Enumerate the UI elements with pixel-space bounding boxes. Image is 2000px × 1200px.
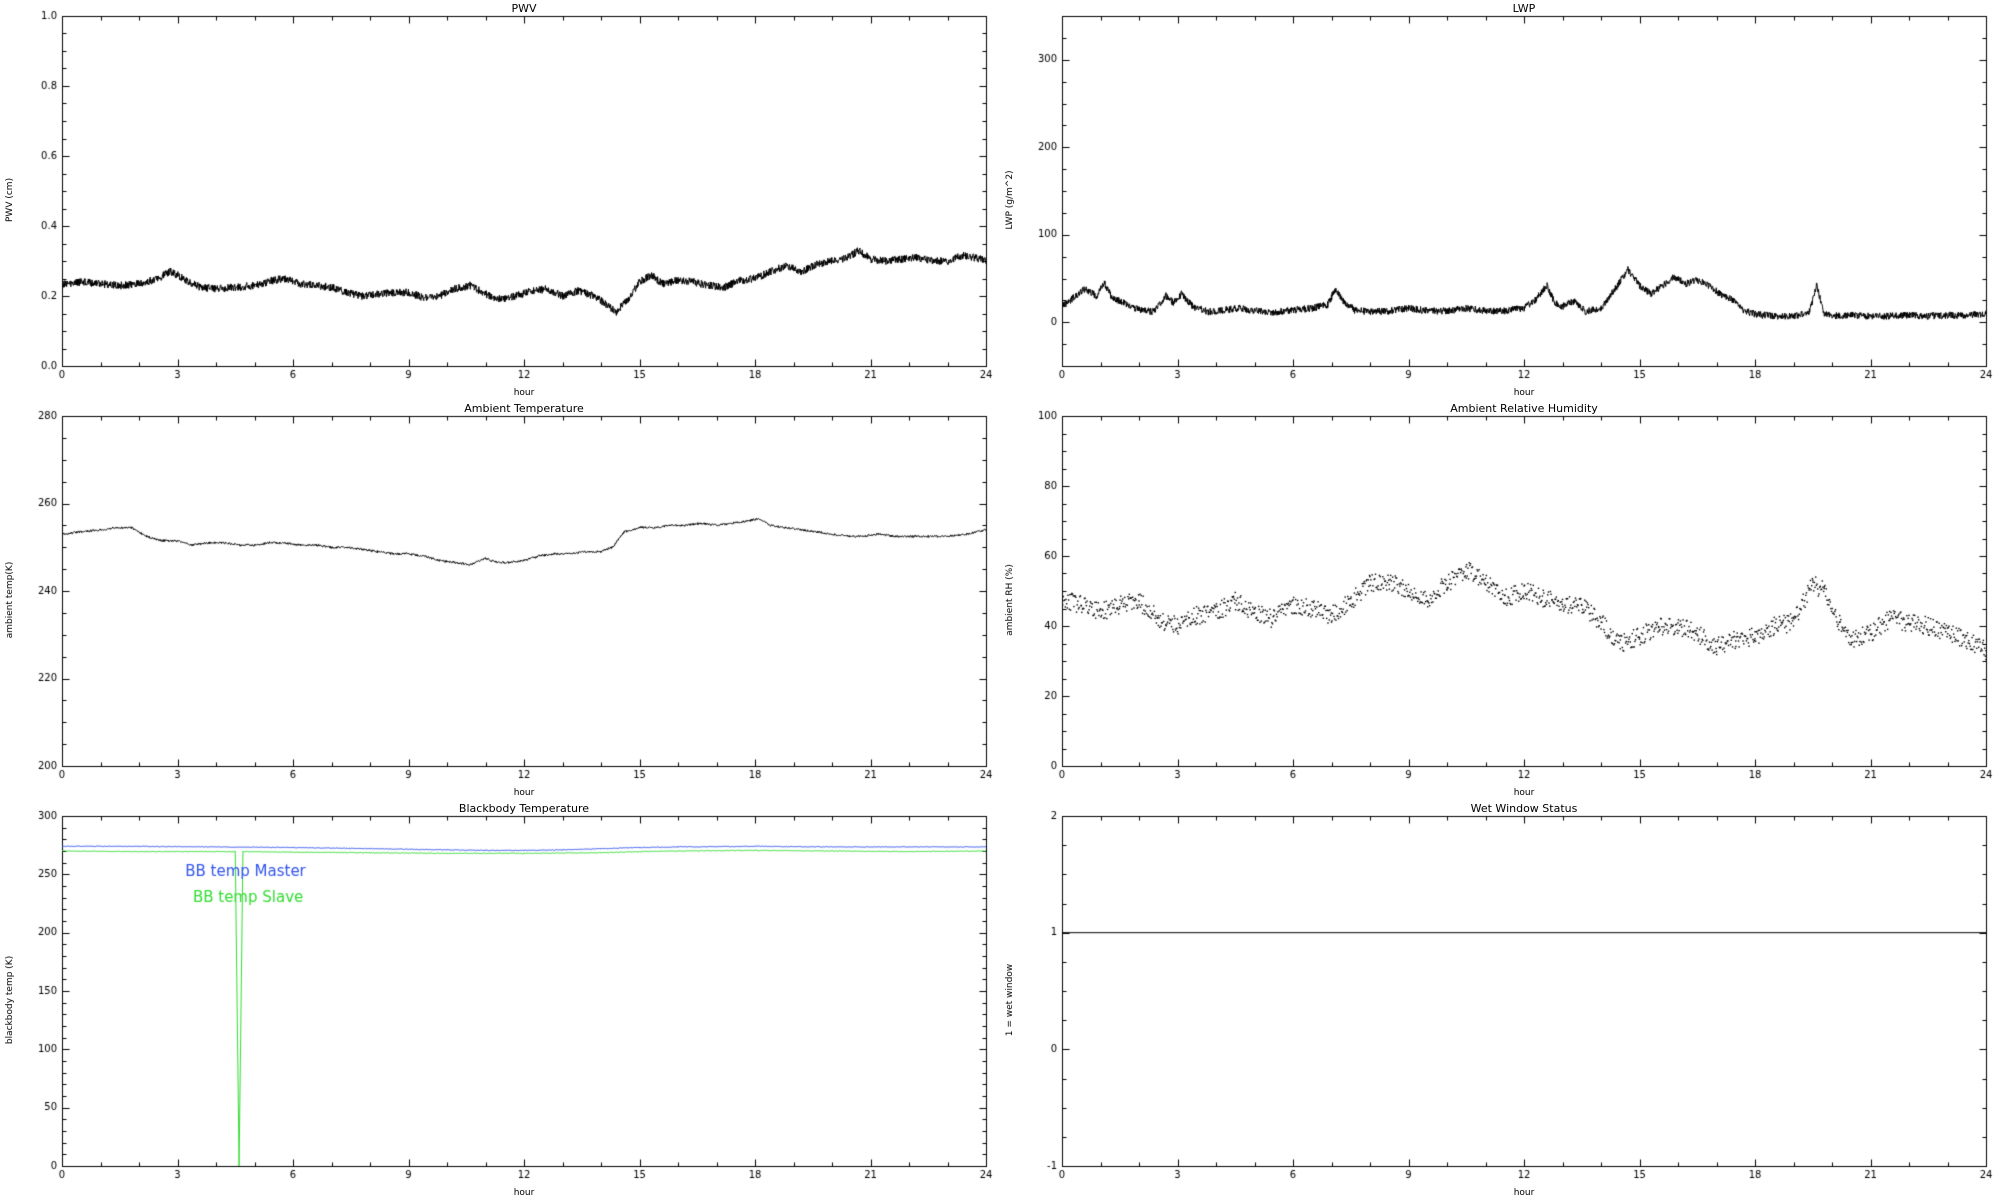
chart-title: Ambient Relative Humidity [1450,402,1598,415]
lwp-chart: LWP LWP (g/m^2) hour [1000,0,2000,400]
lwp-plot-canvas [1000,0,2000,400]
chart-title: PWV [511,2,537,15]
chart-title: Wet Window Status [1470,802,1578,815]
y-axis-label: 1 = wet window [1005,963,1015,1037]
x-axis-label: hour [1513,1188,1535,1198]
pwv-chart: PWV PWV (cm) hour [0,0,1000,400]
chart-title: Ambient Temperature [464,402,584,415]
blackbody-temperature-chart: Blackbody Temperature blackbody temp (K)… [0,800,1000,1200]
y-axis-label: blackbody temp (K) [5,955,15,1045]
chart-title: Blackbody Temperature [458,802,590,815]
ambient-temperature-plot-canvas [0,400,1000,800]
blackbody-temperature-plot-canvas [0,800,1000,1200]
y-axis-label: ambient temp(K) [5,561,15,639]
ambient-relative-humidity-chart: Ambient Relative Humidity ambient RH (%)… [1000,400,2000,800]
ambient-temperature-chart: Ambient Temperature ambient temp(K) hour [0,400,1000,800]
x-axis-label: hour [513,788,535,798]
wet-window-status-chart: Wet Window Status 1 = wet window hour [1000,800,2000,1200]
x-axis-label: hour [1513,388,1535,398]
pwv-plot-canvas [0,0,1000,400]
y-axis-label: LWP (g/m^2) [1005,170,1015,230]
ambient-rh-plot-canvas [1000,400,2000,800]
x-axis-label: hour [513,1188,535,1198]
y-axis-label: ambient RH (%) [1005,564,1015,636]
x-axis-label: hour [1513,788,1535,798]
wet-window-status-plot-canvas [1000,800,2000,1200]
y-axis-label: PWV (cm) [5,177,15,223]
chart-title: LWP [1512,2,1536,15]
x-axis-label: hour [513,388,535,398]
